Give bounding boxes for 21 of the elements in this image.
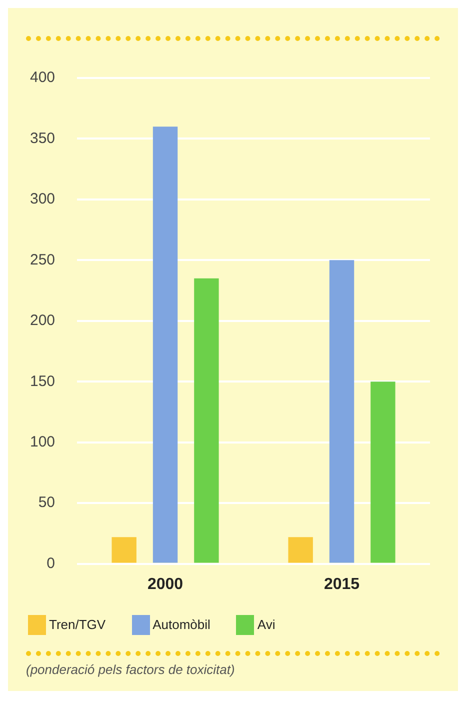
bar	[370, 382, 396, 563]
legend-label: Automòbil	[152, 617, 210, 632]
bar	[288, 537, 313, 563]
bar	[152, 126, 178, 563]
y-tick-label: 400	[30, 69, 56, 86]
y-tick-label: 250	[30, 251, 56, 268]
y-tick-label: 300	[30, 190, 56, 208]
y-tick-label: 50	[38, 494, 56, 512]
y-tick-label: 100	[30, 433, 56, 450]
bar	[112, 537, 136, 563]
y-tick-label: 350	[30, 130, 56, 147]
y-tick-label: 200	[30, 312, 56, 330]
text: (ponderació pels factors de toxicitat)	[26, 662, 236, 677]
y-tick-label: 0	[46, 554, 56, 572]
x-tick-label: 2015	[324, 576, 360, 593]
x-tick-label: 2000	[147, 576, 184, 593]
bar	[329, 260, 354, 563]
y-tick-label: 150	[30, 372, 56, 390]
legend-label: Tren/TGV	[49, 617, 106, 632]
legend-label: Avi	[257, 617, 276, 632]
bar	[194, 278, 219, 563]
